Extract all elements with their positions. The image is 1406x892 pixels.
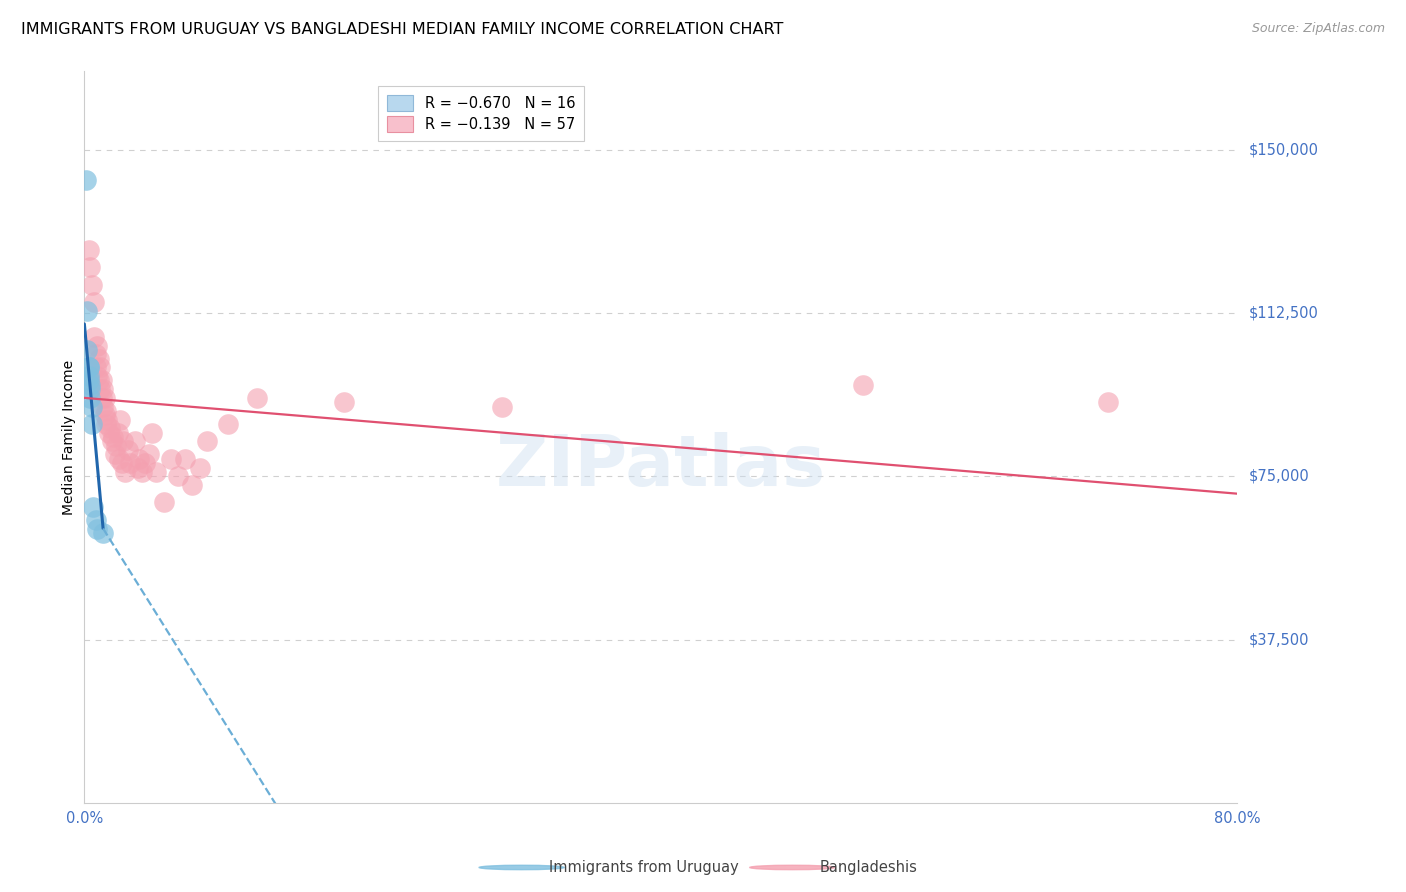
Point bbox=[852, 377, 875, 392]
Point bbox=[104, 448, 127, 462]
Point bbox=[77, 360, 100, 375]
Point bbox=[84, 360, 107, 375]
Y-axis label: Median Family Income: Median Family Income bbox=[62, 359, 76, 515]
Point bbox=[79, 382, 101, 396]
Point bbox=[141, 425, 163, 440]
Point bbox=[76, 303, 98, 318]
Point bbox=[91, 382, 114, 396]
Point bbox=[84, 347, 107, 361]
Point bbox=[167, 469, 190, 483]
Point bbox=[86, 369, 108, 384]
Point bbox=[96, 412, 118, 426]
Point bbox=[86, 521, 108, 535]
Point bbox=[188, 460, 211, 475]
Point bbox=[128, 451, 150, 466]
Point bbox=[110, 412, 132, 426]
Text: Immigrants from Uruguay: Immigrants from Uruguay bbox=[548, 860, 738, 875]
Point bbox=[333, 395, 356, 409]
Point bbox=[145, 465, 167, 479]
Text: $75,000: $75,000 bbox=[1249, 469, 1309, 483]
Point bbox=[120, 456, 142, 470]
Point bbox=[94, 404, 117, 418]
Point bbox=[89, 360, 111, 375]
Point bbox=[117, 443, 139, 458]
Point bbox=[91, 400, 114, 414]
Point bbox=[83, 295, 105, 310]
Point bbox=[77, 374, 100, 388]
Point bbox=[77, 360, 100, 375]
Point bbox=[93, 409, 115, 423]
Point bbox=[77, 243, 100, 257]
Point bbox=[97, 425, 120, 440]
Point bbox=[90, 374, 112, 388]
Point bbox=[246, 391, 269, 405]
Point bbox=[114, 465, 136, 479]
Point bbox=[91, 525, 114, 540]
Point bbox=[86, 338, 108, 352]
Text: $150,000: $150,000 bbox=[1249, 142, 1319, 157]
Text: Source: ZipAtlas.com: Source: ZipAtlas.com bbox=[1251, 22, 1385, 36]
Point bbox=[79, 391, 101, 405]
Point bbox=[79, 260, 101, 275]
Point bbox=[195, 434, 218, 449]
Text: IMMIGRANTS FROM URUGUAY VS BANGLADESHI MEDIAN FAMILY INCOME CORRELATION CHART: IMMIGRANTS FROM URUGUAY VS BANGLADESHI M… bbox=[21, 22, 783, 37]
Point bbox=[124, 434, 146, 449]
Point bbox=[107, 425, 129, 440]
Point bbox=[87, 374, 110, 388]
Point bbox=[80, 417, 103, 431]
Point bbox=[1097, 395, 1119, 409]
Point bbox=[108, 451, 131, 466]
Point bbox=[134, 456, 156, 470]
Point bbox=[98, 421, 121, 435]
Point bbox=[93, 391, 115, 405]
Point bbox=[105, 439, 128, 453]
Text: ZIPatlas: ZIPatlas bbox=[496, 432, 825, 500]
Point bbox=[111, 456, 134, 470]
Point bbox=[87, 351, 110, 366]
Circle shape bbox=[479, 865, 564, 870]
Text: Bangladeshis: Bangladeshis bbox=[820, 860, 917, 875]
Circle shape bbox=[749, 865, 835, 870]
Point bbox=[89, 382, 111, 396]
Point bbox=[79, 377, 101, 392]
Point bbox=[90, 391, 112, 405]
Point bbox=[160, 451, 183, 466]
Point bbox=[152, 495, 174, 509]
Point bbox=[75, 173, 97, 187]
Point bbox=[77, 369, 100, 384]
Point bbox=[84, 513, 107, 527]
Point bbox=[82, 500, 104, 514]
Point bbox=[131, 465, 153, 479]
Text: $112,500: $112,500 bbox=[1249, 305, 1319, 320]
Point bbox=[100, 434, 122, 449]
Point bbox=[80, 277, 103, 292]
Point bbox=[491, 400, 513, 414]
Point bbox=[218, 417, 240, 431]
Point bbox=[76, 343, 98, 357]
Point bbox=[138, 448, 160, 462]
Point bbox=[80, 400, 103, 414]
Point bbox=[181, 478, 204, 492]
Point bbox=[112, 434, 135, 449]
Legend: R = −0.670   N = 16, R = −0.139   N = 57: R = −0.670 N = 16, R = −0.139 N = 57 bbox=[378, 86, 585, 141]
Point bbox=[103, 430, 124, 444]
Text: $37,500: $37,500 bbox=[1249, 632, 1309, 647]
Point bbox=[174, 451, 197, 466]
Point bbox=[127, 460, 149, 475]
Point bbox=[94, 417, 117, 431]
Point bbox=[83, 330, 105, 344]
